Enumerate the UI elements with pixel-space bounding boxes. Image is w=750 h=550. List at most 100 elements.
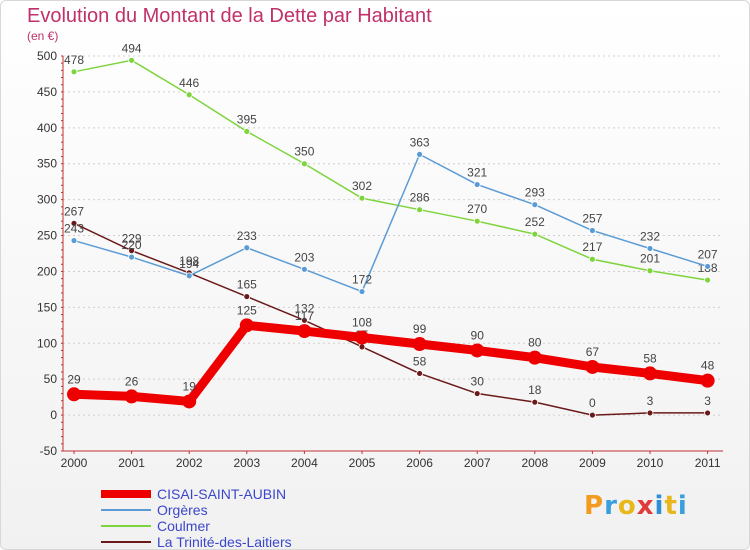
data-label: 58 [413, 354, 427, 368]
legend-label: CISAI-SAINT-AUBIN [157, 486, 287, 502]
y-tick-label: 100 [37, 336, 57, 350]
data-label: 125 [237, 303, 257, 317]
data-label: 58 [643, 351, 657, 365]
data-point [128, 253, 136, 261]
data-label: 48 [701, 359, 715, 373]
y-tick-label: 50 [44, 372, 58, 386]
legend-label: Orgères [157, 502, 208, 518]
data-point [589, 255, 596, 263]
data-label: 132 [294, 301, 314, 315]
logo-letter: r [604, 491, 618, 521]
proxiti-logo: Proxiti [584, 491, 688, 521]
x-tick-label: 2005 [349, 456, 376, 470]
data-point [70, 237, 78, 244]
x-tick-label: 2000 [61, 456, 88, 470]
data-point [589, 227, 596, 234]
data-label: 201 [640, 252, 660, 266]
data-label: 18 [528, 383, 542, 397]
data-point [470, 343, 485, 358]
data-point [416, 206, 424, 214]
data-label: 117 [295, 309, 314, 323]
data-label: 232 [640, 229, 660, 243]
data-point [527, 350, 542, 365]
data-point [700, 373, 715, 388]
data-point [300, 316, 308, 324]
x-tick-label: 2002 [176, 456, 203, 470]
data-label: 478 [64, 53, 84, 67]
data-label: 270 [467, 202, 487, 216]
y-tick-label: 350 [37, 157, 57, 171]
data-point [70, 219, 78, 227]
data-label: 108 [352, 316, 372, 330]
chart-subtitle: (en €) [27, 29, 59, 43]
data-point [70, 68, 78, 76]
data-point [239, 318, 254, 333]
y-tick-label: 400 [37, 121, 57, 135]
data-label: 229 [122, 232, 142, 246]
data-point [646, 267, 654, 275]
data-point [124, 389, 139, 404]
data-point [128, 56, 136, 64]
data-point [358, 194, 366, 202]
data-label: 293 [525, 186, 545, 200]
x-tick-label: 2001 [118, 456, 145, 470]
y-tick-label: 500 [37, 49, 57, 63]
data-point [531, 398, 539, 406]
data-point [416, 150, 424, 158]
data-label: 286 [410, 191, 430, 205]
data-label: 446 [179, 76, 199, 90]
data-point [704, 263, 711, 270]
legend-swatch [101, 525, 151, 527]
data-point [243, 128, 251, 135]
data-label: 29 [67, 372, 81, 386]
data-point [589, 411, 596, 419]
logo-letter: x [636, 491, 655, 521]
logo-letter: o [617, 491, 637, 521]
data-label: 3 [704, 394, 711, 408]
legend-swatch [101, 490, 151, 498]
data-label: 494 [122, 41, 142, 55]
data-label: 165 [237, 278, 257, 292]
x-tick-label: 2010 [637, 456, 664, 470]
data-label: 395 [237, 112, 257, 126]
legend-item: Orgères [101, 502, 292, 518]
y-tick-label: 150 [37, 300, 57, 314]
data-label: 267 [64, 204, 84, 218]
data-label: 194 [179, 257, 199, 271]
data-point [585, 359, 600, 374]
data-point [412, 336, 427, 351]
data-point [646, 409, 654, 417]
data-point [358, 343, 366, 351]
data-label: 321 [467, 166, 487, 180]
data-point [128, 247, 136, 255]
data-label: 90 [471, 328, 485, 342]
data-point [297, 324, 312, 339]
legend-label: Coulmer [157, 518, 210, 534]
data-label: 220 [122, 238, 142, 252]
data-label: 203 [294, 250, 314, 264]
y-tick-label: 450 [37, 85, 57, 99]
y-tick-label: 200 [37, 264, 57, 278]
legend-swatch [101, 509, 151, 511]
x-tick-label: 2003 [233, 456, 260, 470]
data-point [243, 244, 251, 252]
y-tick-label: -50 [40, 444, 58, 458]
data-point [243, 293, 251, 300]
logo-letter: i [677, 491, 688, 521]
data-label: 30 [471, 375, 485, 389]
data-point [416, 370, 424, 377]
data-label: 99 [413, 322, 427, 336]
data-point [358, 288, 366, 295]
data-point [643, 366, 657, 381]
x-tick-label: 2004 [291, 456, 318, 470]
series-line [73, 222, 709, 416]
series-line [69, 320, 713, 406]
chart-legend: CISAI-SAINT-AUBIN Orgères Coulmer La Trinit… [101, 486, 292, 549]
y-tick-label: 0 [50, 408, 57, 422]
x-tick-label: 2011 [695, 456, 721, 470]
data-label: 363 [410, 135, 430, 149]
data-label: 80 [528, 336, 542, 350]
data-point [473, 217, 481, 225]
